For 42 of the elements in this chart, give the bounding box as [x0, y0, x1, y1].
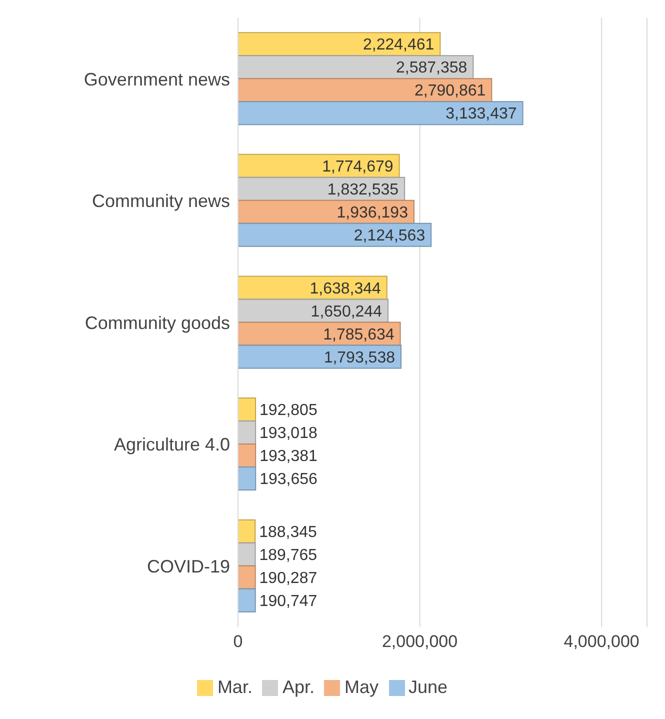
data-label: 193,656	[260, 471, 318, 488]
data-label: 1,832,535	[327, 182, 399, 199]
bar	[238, 519, 256, 544]
y-tick-label: Community news	[92, 191, 230, 212]
data-label: 2,224,461	[362, 36, 434, 54]
bar	[238, 78, 492, 102]
x-tick-label: 0	[233, 632, 243, 652]
data-label: 190,287	[259, 570, 318, 587]
data-label: 1,774,679	[322, 158, 394, 176]
y-tick-label: Government news	[84, 69, 230, 90]
data-label: 190,747	[259, 592, 318, 610]
bar	[238, 344, 402, 369]
data-label: 193,381	[260, 448, 318, 466]
data-label: 188,345	[259, 524, 318, 541]
bar	[238, 398, 256, 422]
bar	[238, 588, 256, 612]
data-label: 1,638,344	[310, 280, 381, 298]
data-label: 1,793,538	[324, 349, 396, 366]
bar	[238, 101, 524, 126]
data-label: 2,124,563	[354, 228, 426, 245]
bar	[238, 466, 256, 491]
data-label: 189,765	[259, 546, 318, 564]
legend-label: June	[408, 677, 448, 697]
legend-label: May	[344, 677, 378, 697]
legend-label: Mar.	[217, 677, 252, 697]
x-tick-label: 2,000,000	[382, 632, 458, 652]
x-tick-label: 4,000,000	[564, 632, 640, 652]
bar	[238, 222, 432, 247]
data-label: 1,785,634	[323, 326, 394, 344]
data-label: 1,650,244	[310, 303, 382, 320]
bar	[238, 444, 256, 468]
legend-label: Apr.	[282, 677, 314, 697]
y-tick-label: COVID-19	[146, 556, 230, 576]
data-label: 193,018	[260, 425, 318, 442]
y-tick-label: Community goods	[84, 312, 230, 333]
data-label: 192,805	[260, 402, 318, 420]
data-label: 2,790,861	[414, 82, 486, 100]
data-label: 3,133,437	[446, 106, 517, 123]
data-label: 1,936,193	[336, 204, 408, 222]
y-tick-label: Agriculture 4.0	[114, 434, 230, 455]
bar	[238, 565, 256, 590]
data-label: 2,587,358	[396, 60, 468, 77]
